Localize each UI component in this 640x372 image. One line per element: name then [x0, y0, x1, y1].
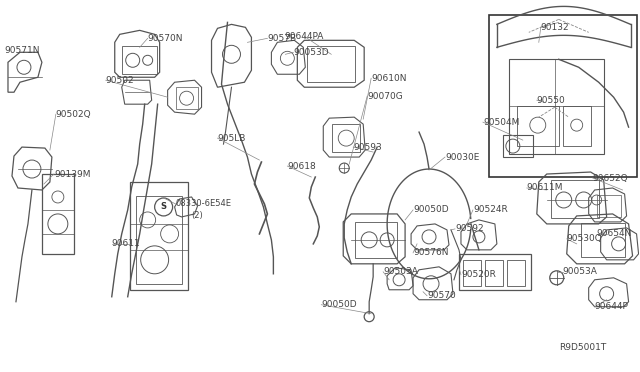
Bar — [509, 59, 604, 154]
Text: 90502: 90502 — [106, 76, 134, 85]
Bar — [489, 15, 637, 177]
Text: 90524R: 90524R — [473, 205, 508, 214]
Bar — [175, 87, 198, 109]
Bar — [503, 135, 533, 157]
Bar — [507, 260, 525, 286]
Text: 90132: 90132 — [541, 23, 570, 32]
Text: 9057B: 9057B — [268, 34, 296, 43]
Text: 90611: 90611 — [112, 239, 141, 248]
Text: S: S — [161, 202, 166, 211]
Bar — [580, 223, 625, 257]
Text: (2): (2) — [191, 211, 204, 221]
Text: 90139M: 90139M — [54, 170, 90, 179]
Text: 90053A: 90053A — [563, 267, 598, 276]
Text: 90610N: 90610N — [371, 74, 406, 83]
Text: 90618: 90618 — [287, 161, 316, 170]
Text: 90611M: 90611M — [527, 183, 563, 192]
Text: 90592: 90592 — [455, 224, 484, 233]
Bar — [122, 46, 157, 74]
Text: 90644PA: 90644PA — [285, 32, 324, 41]
Text: R9D5001T: R9D5001T — [559, 343, 606, 352]
Text: 90576N: 90576N — [413, 248, 449, 257]
Text: 90050D: 90050D — [413, 205, 449, 214]
Bar — [307, 46, 355, 82]
Bar — [332, 124, 360, 152]
Text: 08330-6E54E: 08330-6E54E — [175, 199, 232, 208]
Bar — [42, 174, 74, 254]
Bar — [485, 260, 503, 286]
Text: 90644P: 90644P — [595, 302, 628, 311]
Text: 90030E: 90030E — [445, 153, 479, 161]
Text: 90571N: 90571N — [4, 46, 40, 55]
Bar — [551, 180, 598, 218]
Text: 90502Q: 90502Q — [56, 110, 92, 119]
Bar — [136, 196, 182, 284]
Bar — [517, 106, 559, 146]
Text: 905LB: 905LB — [218, 134, 246, 142]
Text: 90593: 90593 — [353, 142, 382, 151]
Text: 90530Q: 90530Q — [567, 234, 602, 243]
Bar — [130, 182, 188, 290]
Bar — [563, 106, 591, 146]
Text: 90570: 90570 — [427, 291, 456, 300]
Bar — [596, 195, 621, 217]
Text: 90050D: 90050D — [321, 300, 357, 309]
Text: 90503A: 90503A — [383, 267, 418, 276]
Bar — [459, 254, 531, 290]
Text: 90570N: 90570N — [148, 34, 183, 43]
Text: 90504M: 90504M — [483, 118, 519, 126]
Text: 90053D: 90053D — [293, 48, 329, 57]
Bar — [355, 222, 397, 258]
Text: 90652Q: 90652Q — [593, 173, 628, 183]
Text: 90654N: 90654N — [596, 230, 632, 238]
Text: 90550: 90550 — [537, 96, 566, 105]
Text: 90520R: 90520R — [461, 270, 496, 279]
Text: 90070G: 90070G — [367, 92, 403, 101]
Bar — [463, 260, 481, 286]
